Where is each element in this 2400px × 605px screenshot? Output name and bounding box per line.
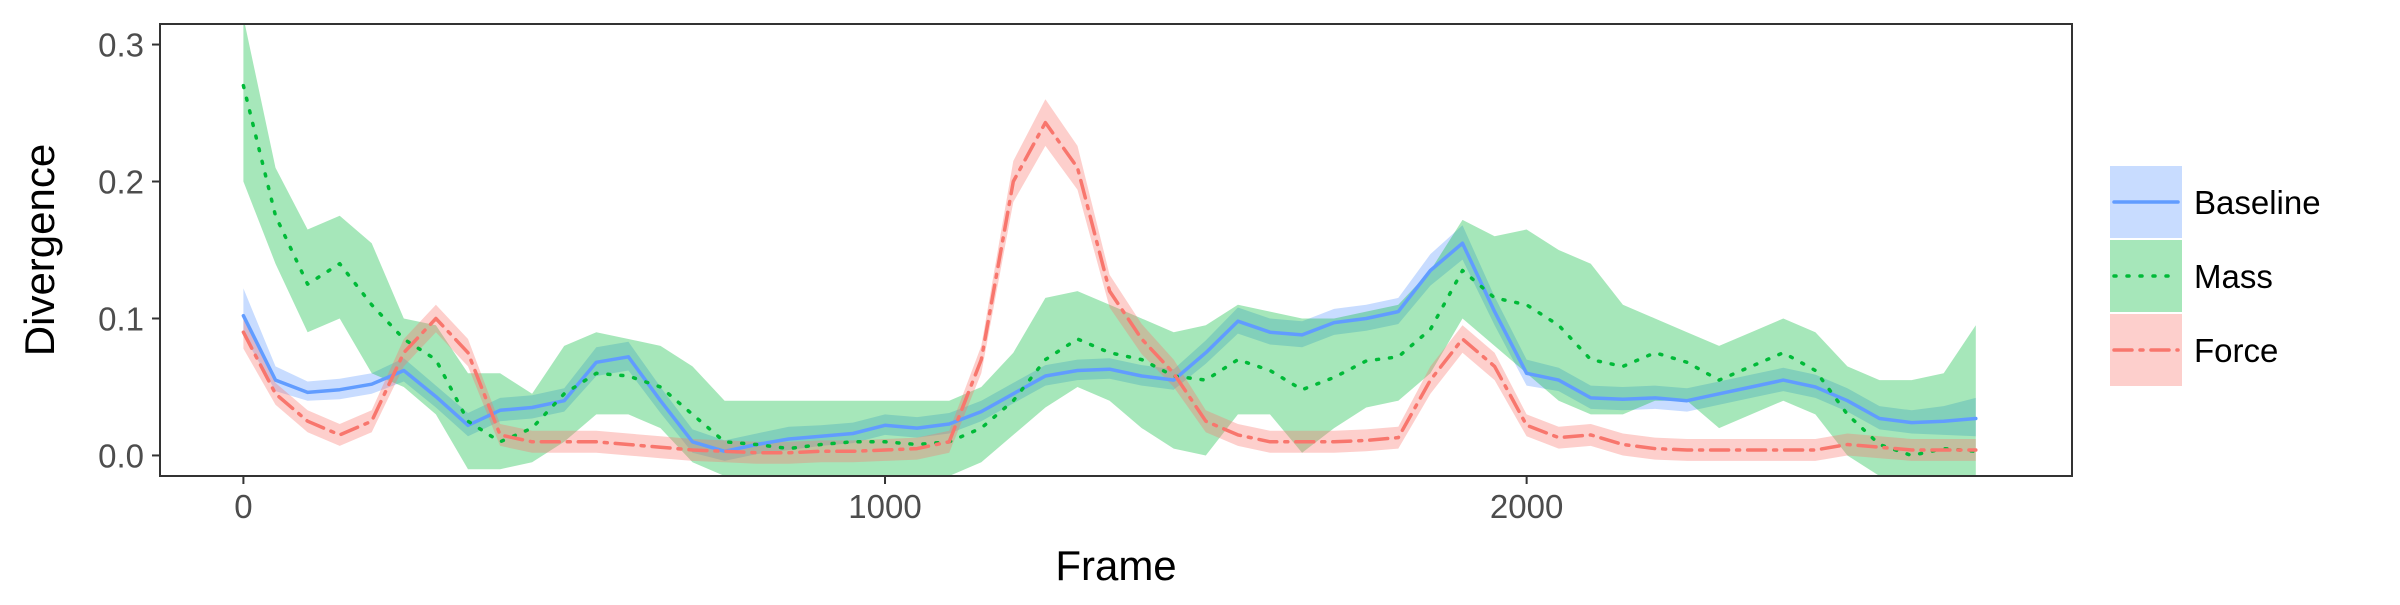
confidence-bands xyxy=(243,24,1976,476)
y-tick-label: 0.3 xyxy=(98,27,144,64)
y-tick-label: 0.2 xyxy=(98,164,144,201)
legend-label-mass: Mass xyxy=(2194,258,2273,295)
x-tick-label: 0 xyxy=(234,488,252,525)
axes: 0 1000 2000 0.0 0.1 0.2 0.3 xyxy=(98,27,1563,525)
series-lines xyxy=(241,83,1978,458)
y-tick-label: 0.0 xyxy=(98,437,144,474)
force-confidence-band xyxy=(243,99,1976,464)
legend-item-baseline: Baseline xyxy=(2110,166,2321,238)
x-tick-label: 2000 xyxy=(1490,488,1563,525)
baseline-line xyxy=(241,241,1978,454)
plot-panel-border xyxy=(159,23,2073,477)
legend: Baseline Mass Force xyxy=(2110,166,2321,386)
mass-confidence-band xyxy=(243,24,1976,476)
legend-label-baseline: Baseline xyxy=(2194,184,2321,221)
x-axis-title: Frame xyxy=(1055,542,1176,589)
y-axis-title: Divergence xyxy=(16,144,63,356)
force-line xyxy=(241,120,1978,455)
legend-item-mass: Mass xyxy=(2110,240,2273,312)
y-tick-label: 0.1 xyxy=(98,300,144,337)
mass-line xyxy=(241,83,1978,458)
legend-item-force: Force xyxy=(2110,314,2278,386)
legend-label-force: Force xyxy=(2194,332,2278,369)
x-tick-label: 1000 xyxy=(848,488,921,525)
legend-key-mass xyxy=(2110,240,2182,312)
